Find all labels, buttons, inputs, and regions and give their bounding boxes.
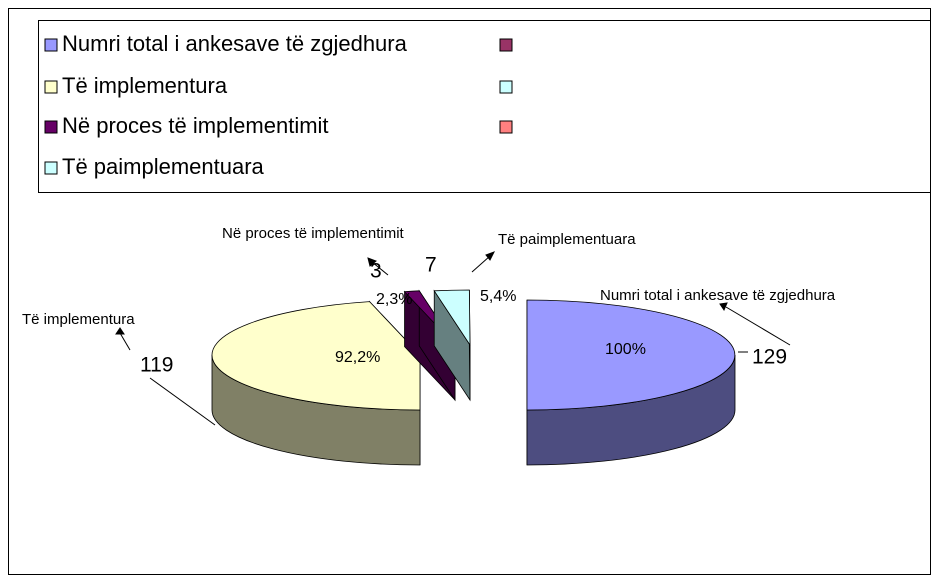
legend-swatch	[44, 80, 58, 94]
legend-box	[38, 20, 931, 193]
legend-label: Të implementura	[62, 73, 228, 98]
legend-swatch-empty	[499, 120, 513, 134]
slice-value-label: 119	[140, 354, 173, 377]
slice	[211, 301, 421, 411]
legend-swatch	[44, 38, 58, 52]
legend-swatch	[44, 120, 58, 134]
slice	[526, 299, 736, 411]
slice-value-label: 3	[370, 260, 382, 283]
slice-percent-label: 100%	[605, 341, 646, 358]
legend-label: Në proces të implementimit	[62, 113, 329, 138]
legend-swatch	[44, 161, 58, 175]
legend-swatch-empty	[499, 38, 513, 52]
slice-category-label: Të implementura	[22, 311, 135, 328]
legend-label: Të paimplementuara	[62, 154, 265, 179]
slice	[433, 289, 471, 347]
slice-percent-label: 92,2%	[335, 349, 380, 366]
slice-category-label: Në proces të implementimit	[222, 225, 405, 242]
slice-value-label: 7	[425, 254, 437, 277]
leader-lines	[115, 251, 791, 426]
pie	[211, 289, 736, 466]
legend-swatch-empty	[499, 80, 513, 94]
slice-percent-label: 5,4%	[480, 288, 516, 305]
slice-percent-label: 2,3%	[376, 291, 412, 308]
legend-label: Numri total i ankesave të zgjedhura	[62, 31, 408, 56]
slice-category-label: Të paimplementuara	[498, 231, 636, 248]
slice-category-label: Numri total i ankesave të zgjedhura	[600, 287, 836, 304]
slice-value-label: 129	[752, 346, 787, 369]
